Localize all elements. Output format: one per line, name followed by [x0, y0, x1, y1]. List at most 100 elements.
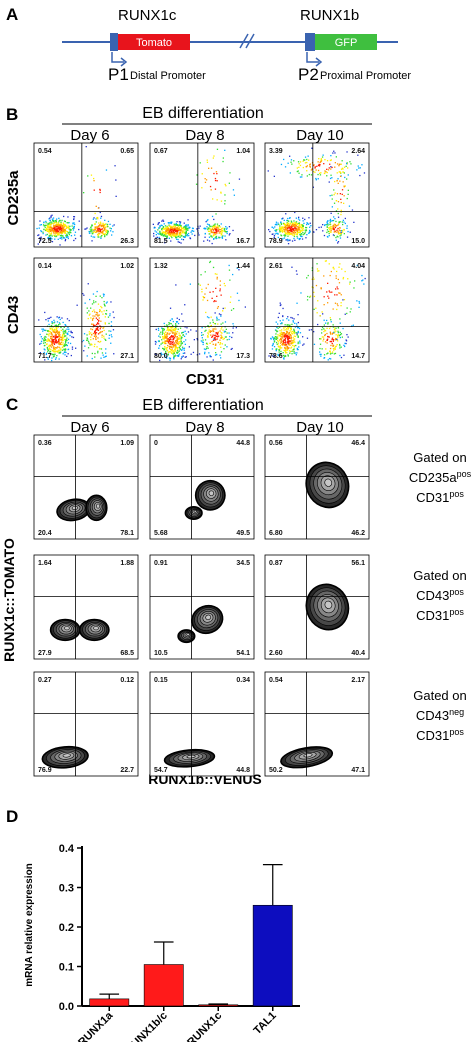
event-dot	[220, 192, 222, 194]
event-dot	[63, 229, 65, 231]
event-dot	[293, 328, 295, 330]
event-dot	[100, 326, 102, 328]
event-dot	[316, 165, 318, 167]
event-dot	[176, 232, 178, 235]
event-dot	[272, 344, 274, 346]
event-dot	[289, 232, 292, 235]
event-dot	[228, 269, 231, 271]
event-dot	[296, 323, 298, 325]
event-dot	[53, 351, 55, 353]
event-dot	[282, 334, 284, 337]
quadrant-ll: 20.4	[38, 530, 52, 537]
event-dot	[64, 331, 66, 333]
row-label-cd235a: CD235a	[5, 170, 22, 226]
event-dot	[213, 155, 215, 157]
event-dot	[337, 230, 339, 232]
event-dot	[320, 353, 322, 355]
event-dot	[185, 339, 187, 341]
event-dot	[178, 241, 181, 243]
event-dot	[164, 356, 166, 358]
event-dot	[285, 349, 287, 351]
event-dot	[289, 324, 291, 326]
event-dot	[104, 304, 106, 306]
event-dot	[331, 228, 333, 230]
event-dot	[45, 336, 47, 338]
event-dot	[273, 355, 275, 358]
event-dot	[209, 185, 212, 188]
event-dot	[99, 230, 102, 232]
event-dot	[202, 343, 204, 346]
event-dot	[335, 210, 338, 212]
event-dot	[221, 227, 223, 230]
event-dot	[91, 303, 94, 305]
event-dot	[177, 343, 180, 345]
event-dot	[176, 342, 178, 344]
event-dot	[184, 235, 186, 237]
event-dot	[279, 332, 281, 334]
event-dot	[181, 238, 183, 240]
event-dot	[329, 353, 332, 355]
event-dot	[53, 331, 55, 333]
contour-level	[186, 633, 190, 636]
event-dot	[217, 226, 219, 228]
event-dot	[336, 338, 338, 341]
event-dot	[155, 328, 157, 331]
event-dot	[56, 316, 58, 318]
event-dot	[172, 340, 174, 343]
event-dot	[98, 225, 101, 227]
event-dot	[294, 225, 296, 228]
event-dot	[344, 222, 346, 225]
event-dot	[50, 337, 52, 340]
event-dot	[200, 274, 202, 276]
event-dot	[280, 221, 282, 224]
event-dot	[341, 268, 343, 270]
event-dot	[296, 233, 298, 236]
event-dot	[302, 231, 304, 234]
event-dot	[289, 337, 291, 339]
event-dot	[327, 322, 329, 324]
event-dot	[92, 318, 94, 320]
event-dot	[58, 335, 61, 337]
event-dot	[181, 313, 183, 315]
event-dot	[339, 343, 341, 346]
event-dot	[337, 212, 339, 215]
event-dot	[170, 343, 172, 345]
event-dot	[56, 350, 59, 352]
event-dot	[214, 312, 216, 314]
event-dot	[53, 342, 55, 344]
event-dot	[300, 226, 302, 228]
event-dot	[50, 335, 52, 337]
event-dot	[271, 233, 273, 235]
quadrant-ul: 0	[154, 440, 158, 447]
event-dot	[169, 329, 171, 331]
event-dot	[64, 335, 66, 337]
event-dot	[207, 227, 209, 229]
event-dot	[90, 174, 93, 176]
event-dot	[283, 342, 285, 344]
event-dot	[53, 330, 55, 332]
contour-level	[62, 753, 71, 758]
event-dot	[106, 301, 108, 303]
event-dot	[217, 335, 219, 337]
event-dot	[331, 177, 333, 179]
event-dot	[96, 318, 99, 321]
event-dot	[282, 335, 284, 337]
event-dot	[320, 338, 322, 340]
exon-p2	[305, 33, 315, 51]
event-dot	[294, 352, 296, 354]
event-dot	[344, 313, 346, 315]
event-dot	[175, 236, 177, 238]
event-dot	[163, 231, 165, 233]
event-dot	[220, 315, 222, 317]
event-dot	[338, 335, 341, 337]
event-dot	[100, 340, 102, 343]
event-dot	[232, 229, 234, 232]
event-dot	[284, 335, 286, 337]
event-dot	[230, 309, 233, 311]
event-dot	[337, 334, 339, 336]
event-dot	[186, 227, 188, 230]
event-dot	[301, 238, 304, 240]
event-dot	[99, 229, 101, 231]
event-dot	[44, 359, 46, 361]
event-dot	[228, 338, 230, 341]
